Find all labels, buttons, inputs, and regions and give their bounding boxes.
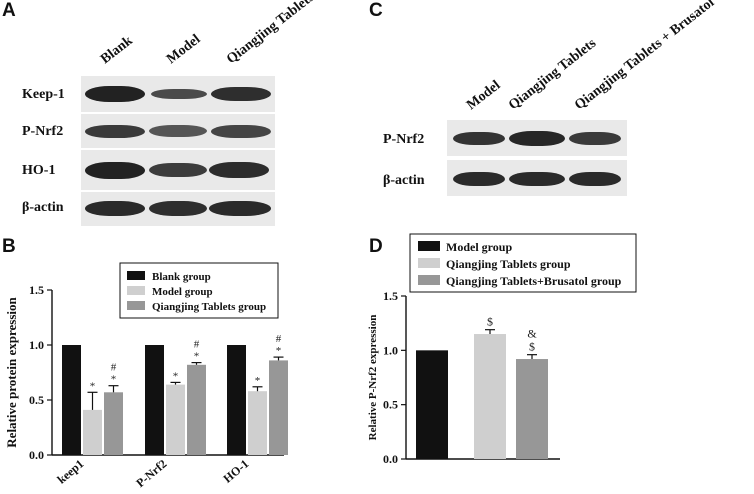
band bbox=[569, 132, 621, 145]
y-axis-label: Relative P-Nrf2 expression bbox=[367, 315, 379, 441]
significance-mark: & bbox=[527, 327, 537, 341]
panel-a-row-pnrf2: P-Nrf2 bbox=[22, 124, 64, 139]
blot-pnrf2 bbox=[81, 114, 275, 148]
bar-P-Nrf2-2 bbox=[187, 364, 206, 455]
blot-c-bactin bbox=[447, 160, 627, 196]
x-tick-label: HO-1 bbox=[220, 457, 251, 486]
significance-mark: * bbox=[111, 374, 117, 386]
panel-c-col-model: Model bbox=[464, 77, 504, 114]
band bbox=[453, 132, 505, 145]
legend-label: Qiangjing Tablets group bbox=[446, 257, 571, 271]
y-axis-label: Relative protein expression bbox=[4, 297, 19, 448]
bar-P-Nrf2-1 bbox=[166, 384, 185, 455]
band bbox=[211, 87, 271, 101]
panel-a-col-qiangjing: Qiangjing Tablets bbox=[224, 0, 318, 68]
bar-0 bbox=[416, 350, 448, 459]
band bbox=[151, 89, 207, 99]
blot-bactin-a bbox=[81, 192, 275, 226]
panel-a-row-keep1: Keep-1 bbox=[22, 87, 65, 102]
panel-c-row-bactin: β-actin bbox=[383, 173, 425, 188]
significance-mark: * bbox=[90, 380, 96, 392]
significance-mark: * bbox=[194, 351, 200, 363]
chart-b: 0.0 0.5 1.0 1.5 Relative protein expression *… bbox=[4, 262, 288, 490]
y-tick-label: 0.5 bbox=[29, 393, 44, 407]
legend-swatch bbox=[418, 258, 440, 268]
band bbox=[85, 162, 145, 179]
legend-label: Blank group bbox=[152, 271, 211, 283]
bar-HO-1-1 bbox=[248, 391, 267, 455]
significance-mark: * bbox=[255, 375, 261, 387]
legend-label: Model group bbox=[446, 240, 512, 254]
band bbox=[509, 172, 565, 186]
band bbox=[211, 125, 271, 138]
legend-box bbox=[409, 233, 637, 293]
panel-c-row-pnrf2: P-Nrf2 bbox=[383, 132, 425, 147]
legend-label: Qiangjing Tablets group bbox=[152, 301, 266, 313]
y-tick-label: 0.5 bbox=[383, 398, 398, 412]
bar-keep1-1 bbox=[83, 409, 102, 455]
legend-swatch bbox=[127, 301, 145, 310]
band bbox=[569, 172, 621, 186]
legend-swatch bbox=[418, 241, 440, 251]
panel-c-label: C bbox=[369, 0, 383, 21]
legend-swatch bbox=[418, 275, 440, 285]
x-tick-label: keep1 bbox=[54, 457, 86, 487]
bar-keep1-0 bbox=[62, 345, 81, 455]
significance-mark: * bbox=[173, 370, 179, 382]
panel-c-col-brusatol: Qiangjing Tablets + Brusatol bbox=[572, 0, 718, 114]
legend-box bbox=[119, 262, 279, 319]
band bbox=[149, 201, 207, 216]
y-tick-label: 1.0 bbox=[383, 343, 398, 357]
panel-a-row-bactin: β-actin bbox=[22, 200, 64, 215]
x-tick-label: P-Nrf2 bbox=[133, 457, 169, 490]
blot-ho1 bbox=[81, 150, 275, 190]
panel-a-label: A bbox=[2, 0, 16, 21]
significance-mark: # bbox=[111, 362, 117, 374]
panel-a-col-blank: Blank bbox=[98, 33, 136, 68]
significance-mark: # bbox=[276, 333, 282, 345]
panel-a-col-model: Model bbox=[164, 31, 204, 68]
blot-c-pnrf2 bbox=[447, 120, 627, 156]
band bbox=[85, 201, 145, 216]
panel-b-label: B bbox=[2, 236, 16, 257]
bar-keep1-2 bbox=[104, 392, 123, 455]
blot-keep1 bbox=[81, 76, 275, 112]
y-tick-label: 0.0 bbox=[383, 452, 398, 466]
legend-label: Qiangjing Tablets+Brusatol group bbox=[446, 274, 622, 288]
significance-mark: # bbox=[194, 339, 200, 351]
legend-swatch bbox=[127, 286, 145, 295]
significance-mark: $ bbox=[529, 340, 535, 354]
bar-1 bbox=[474, 334, 506, 459]
panel-d-label: D bbox=[369, 236, 383, 257]
y-tick-label: 1.0 bbox=[29, 338, 44, 352]
band bbox=[149, 163, 207, 177]
bar-HO-1-0 bbox=[227, 345, 246, 455]
bar-HO-1-2 bbox=[269, 360, 288, 455]
panel-a-row-ho1: HO-1 bbox=[22, 163, 56, 178]
y-tick-label: 1.5 bbox=[29, 283, 44, 297]
bar-P-Nrf2-0 bbox=[145, 345, 164, 455]
band bbox=[453, 172, 505, 186]
significance-mark: $ bbox=[487, 315, 493, 329]
legend-swatch bbox=[127, 271, 145, 280]
band bbox=[209, 201, 271, 216]
significance-mark: * bbox=[276, 345, 282, 357]
band bbox=[509, 131, 565, 146]
band bbox=[85, 125, 145, 138]
chart-d: 0.0 0.5 1.0 1.5 Relative P-Nrf2 expression $ $… bbox=[367, 233, 637, 466]
bar-2 bbox=[516, 359, 548, 459]
y-tick-label: 0.0 bbox=[29, 448, 44, 462]
legend-label: Model group bbox=[152, 286, 213, 298]
band bbox=[149, 125, 207, 137]
y-tick-label: 1.5 bbox=[383, 289, 398, 303]
band bbox=[209, 162, 269, 178]
band bbox=[85, 86, 145, 102]
